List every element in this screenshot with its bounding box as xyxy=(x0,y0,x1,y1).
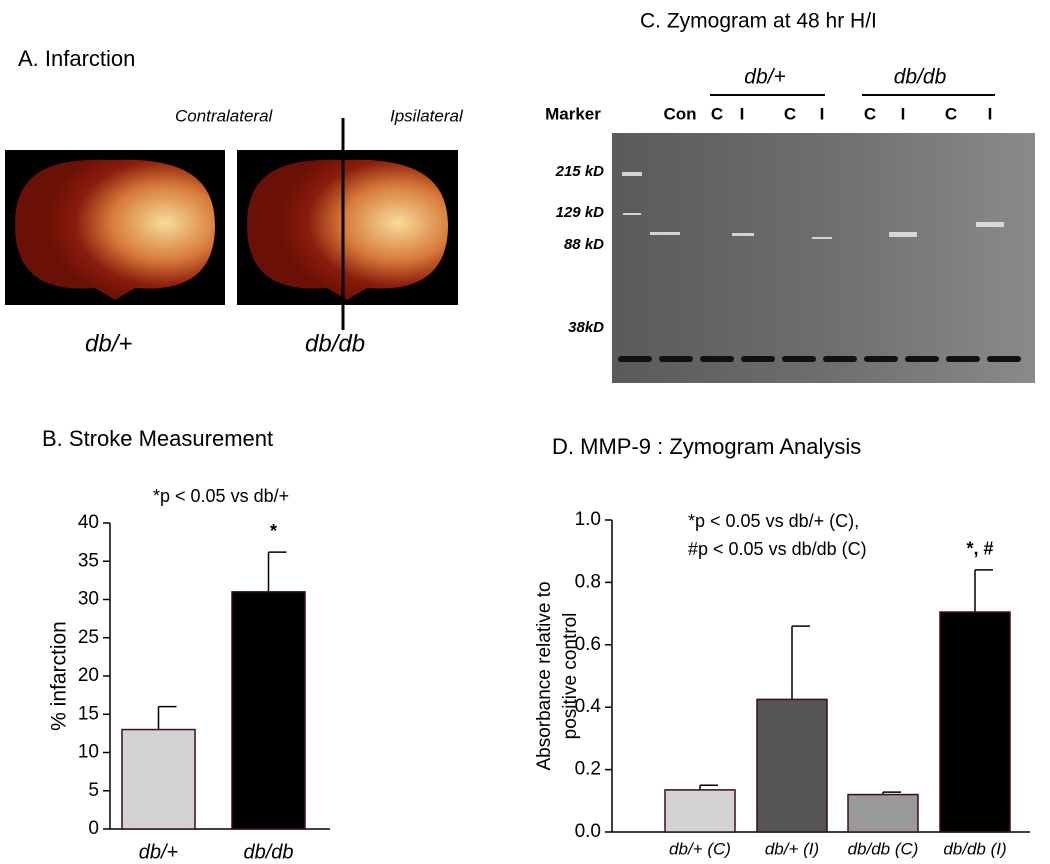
gel-band xyxy=(905,356,939,362)
panel-title: A. Infarction xyxy=(18,46,135,71)
gel-band xyxy=(987,356,1021,362)
bar xyxy=(939,611,1011,833)
lane-label: C xyxy=(784,104,796,123)
lane-label: I xyxy=(901,104,906,123)
bar xyxy=(756,698,828,833)
y-tick-label: 10 xyxy=(78,742,99,763)
gel-band xyxy=(976,222,1004,227)
significance-label: * xyxy=(270,521,277,541)
x-tick-label: db/db xyxy=(243,841,293,863)
size-label: 38kD xyxy=(568,319,604,336)
y-tick-label: 0 xyxy=(88,818,99,839)
lane-label: I xyxy=(820,104,825,123)
gel-band xyxy=(782,356,816,362)
lane-label: I xyxy=(988,104,993,123)
y-tick-label: 1.0 xyxy=(575,509,601,530)
side-label: Ipsilateral xyxy=(390,106,464,125)
size-label: 129 kD xyxy=(556,204,605,221)
gel-band xyxy=(650,232,680,235)
gel-band xyxy=(864,356,898,362)
chart-title: D. MMP-9 : Zymogram Analysis xyxy=(552,434,861,459)
gel-band xyxy=(946,356,980,362)
group-label: db/db xyxy=(894,66,947,89)
y-axis-label: % infarction xyxy=(48,621,71,731)
gel-band xyxy=(618,356,652,362)
x-tick-label: db/db (C) xyxy=(848,839,919,858)
y-tick-label: 0.0 xyxy=(575,821,601,842)
y-tick-label: 20 xyxy=(78,665,99,686)
gel-band xyxy=(622,172,642,176)
significance-label: *, # xyxy=(966,539,993,559)
group-label: db/+ xyxy=(744,66,785,89)
y-tick-label: 0.2 xyxy=(575,759,601,780)
y-tick-label: 35 xyxy=(78,550,99,571)
gel-band xyxy=(623,213,641,215)
y-axis-label: Absorbance relative to xyxy=(534,581,555,770)
y-tick-label: 30 xyxy=(78,589,99,610)
gel-image xyxy=(612,133,1035,383)
y-tick-label: 25 xyxy=(78,627,99,648)
gel-band xyxy=(741,356,775,362)
gel-band xyxy=(823,356,857,362)
bar xyxy=(847,793,919,833)
y-tick-label: 5 xyxy=(88,780,99,801)
lane-label: C xyxy=(864,104,876,123)
x-tick-label: db/db (I) xyxy=(943,839,1006,858)
y-axis-label: positive control xyxy=(560,613,581,740)
annotation: *p < 0.05 vs db/+ (C), xyxy=(688,511,859,531)
side-label: Contralateral xyxy=(175,106,274,125)
x-tick-label: db/+ (I) xyxy=(765,839,819,858)
lane-label: Con xyxy=(663,104,696,123)
bar xyxy=(121,728,196,830)
gel-band xyxy=(732,233,754,236)
y-tick-label: 40 xyxy=(78,512,99,533)
gel-band xyxy=(700,356,734,362)
panel-title: C. Zymogram at 48 hr H/I xyxy=(640,10,877,33)
x-tick-label: db/+ xyxy=(139,841,178,863)
size-label: 215 kD xyxy=(555,163,605,180)
slice-label: db/+ xyxy=(85,330,132,357)
gel-band xyxy=(889,232,917,237)
slice-label: db/db xyxy=(305,330,365,357)
y-tick-label: 15 xyxy=(78,703,99,724)
y-tick-label: 0.8 xyxy=(575,571,601,592)
gel-band xyxy=(812,237,832,239)
y-tick-label: 0.4 xyxy=(575,696,602,717)
lane-label: I xyxy=(740,104,745,123)
brain-slice xyxy=(15,159,215,300)
annotation: *p < 0.05 vs db/+ xyxy=(153,486,289,506)
bar xyxy=(664,789,736,833)
gel-band xyxy=(659,356,693,362)
lane-label: Marker xyxy=(545,104,601,123)
y-tick-label: 0.6 xyxy=(575,634,601,655)
size-label: 88 kD xyxy=(564,236,604,253)
lane-label: C xyxy=(711,104,723,123)
brain-slice xyxy=(247,159,448,300)
chart-title: B. Stroke Measurement xyxy=(42,426,273,451)
bar xyxy=(231,591,306,830)
x-tick-label: db/+ (C) xyxy=(669,839,731,858)
annotation: #p < 0.05 vs db/db (C) xyxy=(688,539,867,559)
lane-label: C xyxy=(945,104,957,123)
